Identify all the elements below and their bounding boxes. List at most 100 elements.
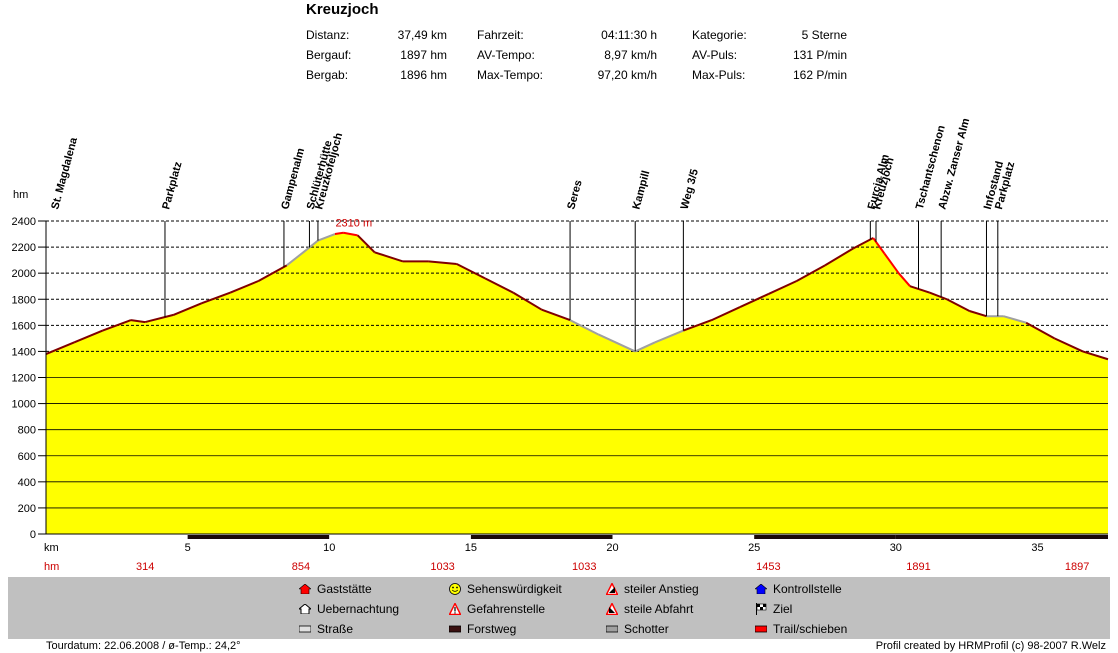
hm-row-value: 1897 (1065, 561, 1089, 573)
y-axis-unit: hm (13, 189, 28, 201)
profile-line-segment (45, 341, 75, 355)
legend-item-ziel: Ziel (756, 602, 792, 616)
y-tick-label: 2200 (12, 242, 36, 254)
y-tick-label: 2000 (12, 268, 36, 280)
stat-value-ascent: 1897 hm (400, 48, 447, 62)
y-tick-label: 200 (18, 503, 36, 515)
trail-swatch-icon (755, 625, 767, 633)
smiley-icon (449, 583, 461, 595)
surface-segment (46, 535, 188, 539)
gravel-swatch-icon (606, 625, 618, 633)
y-tick-label: 2400 (12, 216, 36, 228)
legend-label: Gaststätte (317, 582, 372, 596)
max-elevation-label: 2310 m (335, 218, 372, 230)
profile-line-segment (257, 264, 288, 282)
surface-segment (470, 535, 613, 539)
stat-value-descent: 1896 hm (400, 68, 447, 82)
profile-line-segment (374, 251, 404, 263)
legend-label: Gefahrenstelle (467, 602, 546, 616)
profile-line-segment (883, 253, 900, 274)
elevation-profile-chart: 0 200 400 600 800 1000 1200 1400 1600 1800 2000 220… (12, 117, 1109, 573)
profile-line-segment (229, 280, 259, 294)
profile-line-segment (286, 248, 308, 267)
profile-line-segment (711, 306, 741, 322)
y-tick-label: 400 (18, 477, 36, 489)
profile-line-segment (144, 313, 174, 324)
finish-flag-icon (756, 603, 767, 615)
profile-line-segment (428, 260, 457, 266)
legend-item-forstweg: Forstweg (449, 622, 516, 636)
profile-line-segment (654, 329, 684, 344)
surface-segment (895, 535, 1108, 539)
x-tick-label: 5 (185, 542, 191, 554)
x-tick-label: 30 (890, 542, 902, 554)
hm-row-value: 1891 (906, 561, 930, 573)
y-tick-label: 600 (18, 451, 36, 463)
profile-line-segment (201, 291, 231, 305)
stat-label-descent: Bergab: (306, 68, 349, 82)
profile-line-segment (1054, 337, 1084, 353)
profile-line-segment (767, 280, 798, 295)
legend-item-uebernachtung: Uebernachtung (299, 602, 399, 616)
profile-line-segment (872, 237, 886, 255)
profile-line-segment (512, 291, 543, 311)
y-tick-label: 800 (18, 425, 36, 437)
profile-line-segment (356, 234, 376, 254)
profile-line-segment (634, 341, 656, 353)
surface-segment (612, 535, 755, 539)
legend-item-steile-abfahrt: steile Abfahrt (606, 602, 693, 616)
profile-line-segment (852, 237, 874, 250)
profile-line-segment (1082, 350, 1109, 361)
footer-credits: Profil created by HRMProfil (c) 98-2007 … (875, 640, 1106, 652)
profile-line-segment (102, 319, 132, 332)
legend-label: Schotter (624, 622, 669, 636)
profile-line-segment (73, 329, 104, 344)
footer-tour-date: Tourdatum: 22.06.2008 / ø-Temp.: 24,2° (46, 640, 241, 652)
x-axis-unit: km (44, 542, 59, 554)
profile-line-segment (173, 302, 203, 316)
profile-area (46, 232, 1108, 534)
stat-value-max-pulse: 162 P/min (792, 68, 847, 82)
profile-line-segment (946, 298, 970, 312)
profile-line-segment (541, 308, 571, 322)
legend-label: Sehenswürdigkeit (467, 582, 562, 596)
legend-item-strasse: Straße (299, 622, 354, 636)
legend-label: Kontrollstelle (773, 582, 842, 596)
waypoint-label: Weg 3/5 (679, 168, 701, 211)
surface-segment (329, 535, 471, 539)
hm-row-value: 854 (292, 561, 310, 573)
waypoint-label: St. Magdalena (49, 135, 80, 210)
profile-line-segment (683, 319, 713, 332)
profile-line-segment (739, 293, 769, 308)
y-tick-label: 1200 (12, 373, 36, 385)
y-tick-label: 1000 (12, 399, 36, 411)
profile-line-segment (796, 264, 826, 282)
x-tick-label: 15 (465, 542, 477, 554)
checkpoint-icon (755, 584, 767, 594)
road-swatch-icon (299, 625, 311, 633)
legend-item-trail: Trail/schieben (755, 622, 848, 636)
profile-line-segment (597, 333, 636, 353)
legend-label: Straße (317, 622, 354, 636)
hm-row-value: 1453 (756, 561, 780, 573)
steep-climb-icon (606, 583, 618, 595)
profile-line-segment (484, 277, 514, 294)
profile-line-segment (456, 263, 486, 280)
steep-descent-icon (606, 603, 618, 615)
profile-line-segment (305, 239, 319, 251)
profile-line-segment (569, 319, 599, 336)
legend-item-gefahrenstelle: Gefahrenstelle (449, 602, 546, 616)
hm-row-value: 1033 (572, 561, 596, 573)
hm-row-value: 1033 (430, 561, 454, 573)
profile-line-segment (317, 233, 336, 242)
y-tick-label: 1800 (12, 294, 36, 306)
stat-label-distance: Distanz: (306, 28, 350, 42)
legend-item-steiler-anstieg: steiler Anstieg (606, 582, 699, 596)
profile-line-segment (334, 231, 344, 236)
waypoint-label: Kampill (631, 169, 653, 210)
surface-segment (754, 535, 896, 539)
stat-label-category: Kategorie: (692, 28, 747, 42)
legend-label: Trail/schieben (773, 622, 848, 636)
legend-item-kontrollstelle: Kontrollstelle (755, 582, 842, 596)
profile-line-segment (897, 272, 911, 287)
